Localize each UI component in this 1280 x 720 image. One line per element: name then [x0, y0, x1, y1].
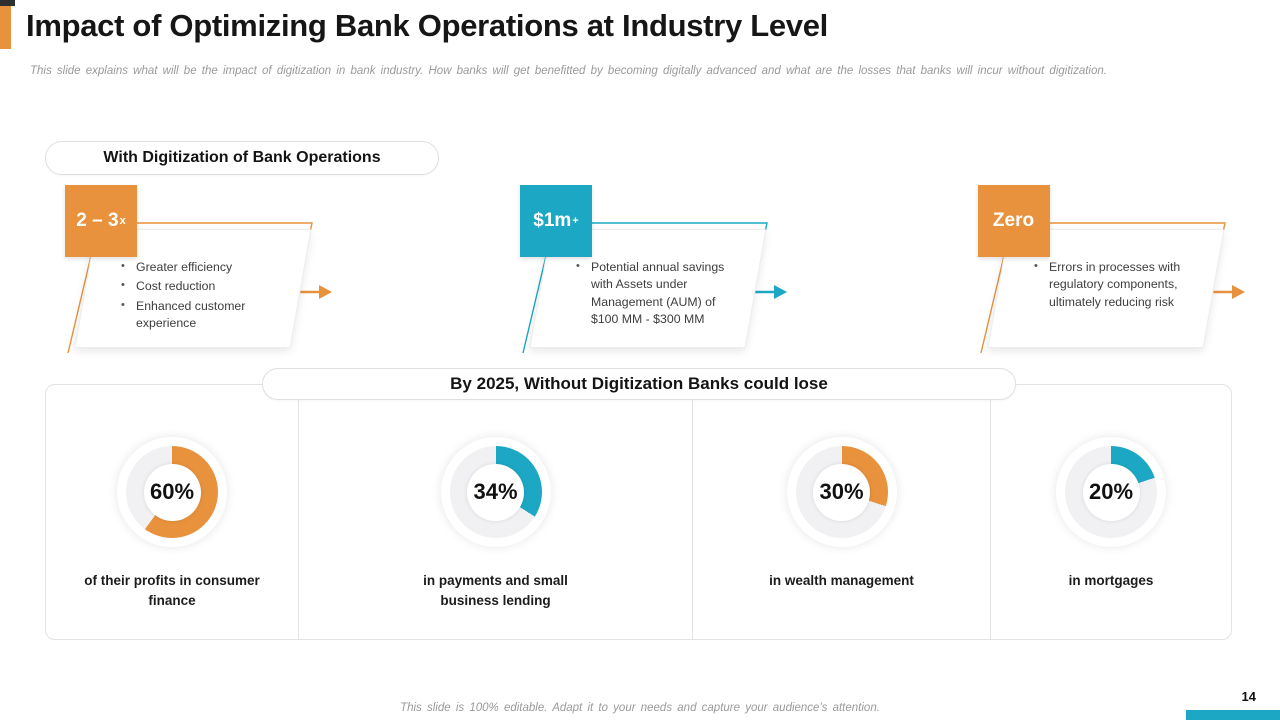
donut-value: 20% — [1088, 479, 1134, 504]
stat-payments-lending: 34% in payments and small business lendi… — [298, 385, 692, 639]
without-digitization-label: By 2025, Without Digitization Banks coul… — [262, 368, 1016, 400]
without-digitization-label-text: By 2025, Without Digitization Banks coul… — [450, 374, 828, 393]
donut-chart: 30% — [786, 437, 897, 547]
callout-bullet-list: Potential annual savings with Assets und… — [574, 259, 744, 331]
badge-text: 2 – 3 — [76, 210, 119, 231]
badge-text: $1m — [533, 210, 572, 231]
stat-consumer-finance: 60% of their profits in consumer finance — [46, 385, 298, 639]
title-accent-bar — [0, 6, 11, 49]
stat-caption: in wealth management — [769, 573, 914, 588]
bullet-item: Errors in processes with regulatory comp… — [1032, 259, 1202, 311]
callout-badge: Zero — [978, 185, 1050, 257]
callout-badge: $1m + — [520, 185, 592, 257]
slide-subtitle: This slide explains what will be the imp… — [30, 65, 1107, 77]
badge-text: Zero — [992, 210, 1035, 231]
footer-accent-bar — [1186, 710, 1280, 720]
stat-wealth-management: 30% in wealth management — [692, 385, 990, 639]
stat-caption: in mortgages — [1068, 573, 1154, 588]
stat-caption: in payments and small business lending — [423, 573, 568, 608]
bullet-item: Cost reduction — [119, 278, 289, 295]
stat-mortgages: 20% in mortgages — [990, 385, 1231, 639]
arrow-right-icon — [319, 285, 332, 299]
donut-chart: 34% — [440, 437, 551, 547]
arrow-right-icon — [1232, 285, 1245, 299]
footer-note: This slide is 100% editable. Adapt it to… — [400, 702, 880, 714]
slide-title: Impact of Optimizing Bank Operations at … — [26, 8, 828, 43]
callout-bullet-list: Greater efficiency Cost reduction Enhanced… — [119, 259, 289, 335]
callout-bullet-list: Errors in processes with regulatory comp… — [1032, 259, 1202, 313]
bullet-item: Enhanced customer experience — [119, 298, 289, 333]
badge-sup: x — [119, 215, 126, 227]
arrow-right-icon — [774, 285, 787, 299]
bullet-item: Potential annual savings with Assets und… — [574, 259, 744, 329]
page-number: 14 — [1241, 689, 1256, 704]
donut-value: 60% — [149, 479, 195, 504]
with-digitization-label-text: With Digitization of Bank Operations — [103, 149, 381, 166]
donut-chart: 20% — [1056, 437, 1166, 547]
corner-mark — [0, 0, 15, 6]
callout-savings: $1m+ Potential annual savings with Asset… — [520, 185, 800, 365]
donut-chart: 60% — [117, 437, 227, 547]
callout-zero-errors: Zero Errors in processes with regulatory… — [978, 185, 1258, 365]
donut-value: 34% — [473, 479, 518, 504]
with-digitization-label: With Digitization of Bank Operations — [45, 141, 439, 175]
stat-caption: of their profits in consumer finance — [84, 573, 260, 608]
stats-panel: 60% of their profits in consumer finance… — [45, 384, 1232, 640]
callout-efficiency: 2 – 3x Greater efficiency Cost reduction E… — [65, 185, 345, 365]
bullet-item: Greater efficiency — [119, 259, 289, 276]
donut-value: 30% — [819, 479, 864, 504]
badge-sup: + — [572, 215, 579, 227]
